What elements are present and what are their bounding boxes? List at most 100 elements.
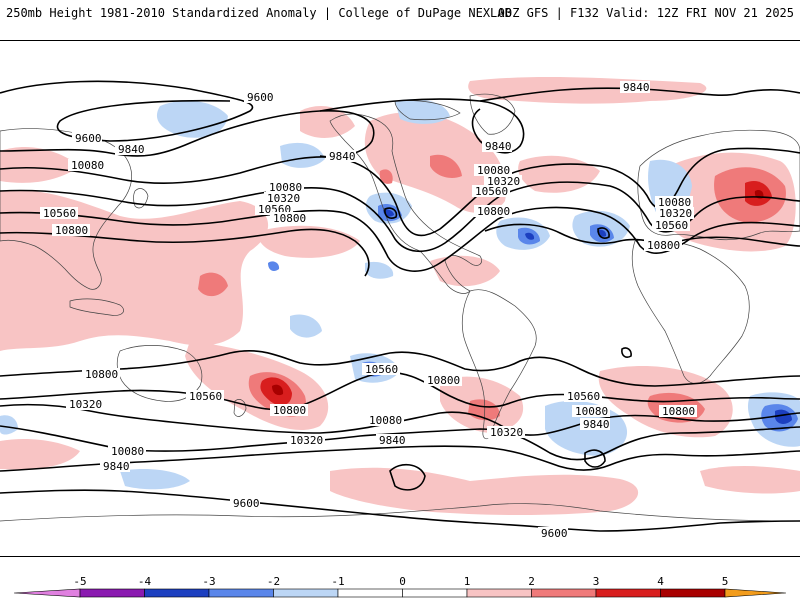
contour-9840-sh — [0, 445, 800, 472]
contour-10320-sh — [0, 403, 800, 436]
colorbar-cell-9 — [660, 588, 726, 598]
coastline-canada-arctic — [394, 100, 461, 121]
anomaly-neg1-pacific2 — [365, 261, 394, 279]
anomaly-neg3-indian-e — [775, 409, 792, 424]
anomaly-pos2-pacific-nw — [379, 169, 393, 184]
anomaly-neg3-atlantic — [525, 232, 535, 240]
model-run-info: 00Z GFS | F132 Valid: 12Z FRI NOV 21 202… — [497, 6, 794, 20]
contour-9840-arctic — [479, 87, 800, 102]
colorbar-tick-label: -5 — [73, 575, 86, 588]
contour-label-10800-us: 10800 — [477, 205, 510, 218]
contour-label-9840-atl: 9840 — [623, 81, 650, 94]
contour-label-9600-nw2: 9600 — [75, 132, 102, 145]
colorbar-tick-label: -1 — [331, 575, 344, 588]
anomaly-pos1-atlantic — [518, 155, 600, 193]
contour-label-10800-sp: 10800 — [273, 404, 306, 417]
coastline-north-america — [329, 113, 483, 294]
anomaly-neg1-antarctic — [120, 469, 190, 490]
colorbar-cell-5 — [402, 588, 468, 598]
anomaly-pos1-antarctic — [330, 467, 639, 516]
colorbar-tick-label: 5 — [722, 575, 729, 588]
anomaly-pos2-w-pacific — [198, 272, 228, 297]
anomaly-neg1-w-pac-s — [0, 415, 18, 435]
contour-label-10080-sw: 10080 — [111, 445, 144, 458]
map-title: 250mb Height 1981-2010 Standardized Anom… — [6, 6, 512, 20]
coastlines — [0, 93, 800, 522]
coastline-asia — [0, 128, 132, 290]
contour-label-9840-nw: 9840 — [118, 143, 145, 156]
contour-label-9600-s1: 9600 — [233, 497, 260, 510]
anomaly-neg1-n-pacific — [156, 100, 228, 138]
colorbar-cell-below-min — [13, 588, 81, 598]
coastline-indonesia — [69, 298, 124, 316]
contour-label-10320-sa: 10320 — [490, 426, 523, 439]
height-contours — [0, 80, 800, 532]
colorbar-svg: -5 -4 -3 -2 -1 0 1 2 3 4 5 — [13, 575, 787, 598]
anomaly-neg1-c-pacific — [290, 314, 322, 338]
contour-label-10560-satl: 10560 — [567, 390, 600, 403]
colorbar-tick-label: -3 — [202, 575, 215, 588]
colorbar-tick-label: 2 — [528, 575, 535, 588]
colorbar-cell-4 — [337, 588, 403, 598]
coastline-africa — [631, 239, 750, 384]
colorbar-tick-label: -4 — [138, 575, 152, 588]
contour-label-10560-w: 10560 — [43, 207, 76, 220]
coastline-japan — [133, 188, 149, 209]
colorbar-cell-3 — [273, 588, 339, 598]
anomaly-pos1-n-pacific — [300, 106, 355, 138]
anomaly-pos1-nw — [0, 146, 80, 183]
colorbar-cell-8 — [595, 588, 661, 598]
contour-label-10560-sp: 10560 — [189, 390, 222, 403]
contour-label-9840-ep: 9840 — [379, 434, 406, 447]
contour-label-9840-pac: 9840 — [329, 150, 356, 163]
contour-labels: 9600 9600 9840 10080 10560 10800 10080 1… — [40, 81, 697, 540]
colorbar-cell-above-max — [724, 588, 787, 598]
colorbar-cell-1 — [144, 588, 210, 598]
contour-label-9840-satl: 9840 — [583, 418, 610, 431]
contour-label-10560-us: 10560 — [475, 185, 508, 198]
anomaly-neg1-nw-america — [280, 142, 325, 168]
anomaly-pos1-sw — [0, 439, 80, 470]
contour-closed-s-pacific — [389, 463, 426, 491]
contour-label-10080-satl: 10080 — [575, 405, 608, 418]
colorbar-tick-label: 4 — [657, 575, 664, 588]
colorbar: -5 -4 -3 -2 -1 0 1 2 3 4 5 — [0, 574, 800, 600]
contour-9840-n-atlantic — [319, 98, 525, 154]
colorbar-tick-label: 3 — [593, 575, 600, 588]
contour-10320-nh — [0, 181, 800, 252]
contour-label-10800-ep: 10800 — [427, 374, 460, 387]
contour-label-10320-us: 10320 — [487, 175, 520, 188]
contour-label-9600-s2: 9600 — [541, 527, 568, 540]
contour-label-10560-eu: 10560 — [655, 219, 688, 232]
contour-closed-s-am — [621, 347, 632, 358]
contour-9600-north — [0, 80, 254, 142]
contour-label-10800-sw: 10800 — [85, 368, 118, 381]
contour-9600-sh — [0, 489, 800, 532]
coastline-antarctica — [0, 503, 800, 522]
contour-label-10080-ep: 10080 — [369, 414, 402, 427]
contour-10800-nh — [0, 228, 370, 277]
contour-label-10800-eu: 10800 — [647, 239, 680, 252]
contour-label-10800-pac: 10800 — [273, 212, 306, 225]
contour-label-9840-sw: 9840 — [103, 460, 130, 473]
anomaly-neg2-pacific2 — [268, 261, 280, 271]
contour-label-10080-nw: 10080 — [71, 159, 104, 172]
map-panel: 9600 9600 9840 10080 10560 10800 10080 1… — [0, 40, 800, 557]
contour-label-9600-nw: 9600 — [247, 91, 274, 104]
contour-label-10800-w: 10800 — [55, 224, 88, 237]
colorbar-cell-6 — [466, 588, 532, 598]
coastline-europe — [637, 129, 800, 241]
contour-label-10080-eu: 10080 — [658, 196, 691, 209]
anomaly-pos1-c-pacific — [258, 225, 360, 258]
contour-label-10080-pac: 10080 — [269, 181, 302, 194]
contour-10560-sh — [0, 371, 800, 411]
colorbar-cell-0 — [79, 588, 145, 598]
colorbar-cell-2 — [208, 588, 274, 598]
contour-closed-atlantic — [597, 227, 610, 239]
anomaly-map: 9600 9600 9840 10080 10560 10800 10080 1… — [0, 77, 800, 540]
anomaly-neg1-greenland — [395, 99, 450, 124]
contour-label-10560-ep: 10560 — [365, 363, 398, 376]
anomaly-pos1-se — [700, 466, 800, 494]
contour-label-10320-sp: 10320 — [290, 434, 323, 447]
colorbar-tick-label: -2 — [267, 575, 280, 588]
